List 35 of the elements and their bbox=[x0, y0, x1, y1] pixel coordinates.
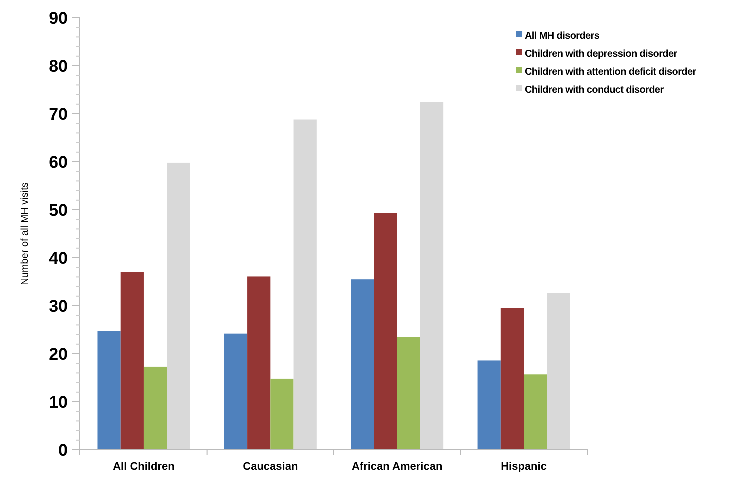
x-tick-label: African American bbox=[352, 461, 443, 473]
y-tick-label: 80 bbox=[49, 56, 68, 76]
bar bbox=[351, 280, 374, 450]
y-tick-label: 70 bbox=[49, 104, 68, 124]
y-tick-label: 30 bbox=[49, 296, 68, 316]
bar bbox=[547, 293, 570, 450]
bar bbox=[500, 308, 524, 450]
legend-label: All MH disorders bbox=[525, 31, 600, 42]
x-tick-label: Caucasian bbox=[243, 461, 298, 473]
y-tick-label: 60 bbox=[49, 152, 68, 172]
y-tick-label: 90 bbox=[49, 8, 68, 28]
y-tick-label: 40 bbox=[49, 248, 68, 268]
bar bbox=[374, 213, 398, 450]
legend-label: Children with attention deficit disorder bbox=[525, 67, 697, 78]
bar bbox=[294, 120, 317, 450]
bar bbox=[420, 102, 444, 450]
bar bbox=[144, 366, 168, 450]
x-tick-label: Hispanic bbox=[501, 461, 547, 473]
bar bbox=[120, 272, 144, 450]
bar bbox=[248, 276, 271, 450]
y-axis-title: Number of all MH visits bbox=[20, 182, 31, 286]
bar bbox=[98, 331, 121, 450]
bar bbox=[524, 374, 548, 450]
bar bbox=[478, 360, 501, 450]
x-tick-label: All Children bbox=[113, 461, 176, 473]
legend-label: Children with conduct disorder bbox=[525, 85, 664, 96]
legend-label: Children with depression disorder bbox=[525, 49, 678, 60]
bar bbox=[224, 334, 248, 450]
y-tick-label: 10 bbox=[49, 392, 68, 412]
bar bbox=[397, 337, 420, 450]
y-tick-label: 20 bbox=[49, 344, 68, 364]
bar bbox=[270, 378, 294, 450]
y-tick-label: 0 bbox=[58, 440, 68, 460]
bar bbox=[167, 162, 190, 450]
y-tick-label: 50 bbox=[49, 200, 68, 220]
